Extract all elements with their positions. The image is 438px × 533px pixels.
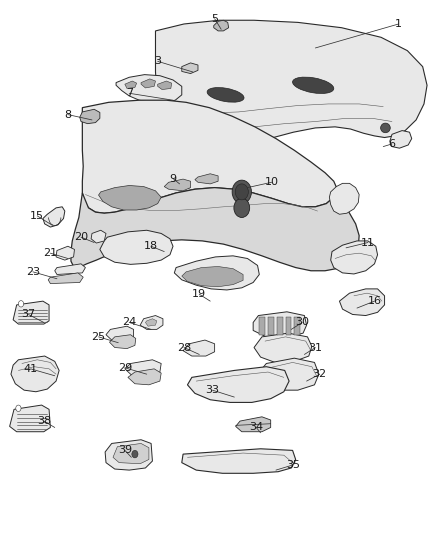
Polygon shape (91, 230, 106, 243)
Polygon shape (149, 20, 427, 154)
Polygon shape (11, 356, 59, 392)
Polygon shape (71, 188, 359, 271)
Ellipse shape (381, 123, 390, 133)
Circle shape (16, 405, 21, 411)
Polygon shape (56, 246, 74, 260)
Polygon shape (116, 75, 182, 102)
Text: 1: 1 (395, 19, 402, 29)
Polygon shape (140, 316, 163, 329)
Polygon shape (214, 20, 229, 31)
Polygon shape (187, 367, 289, 402)
Text: 32: 32 (313, 369, 327, 379)
Text: 3: 3 (154, 56, 161, 66)
Text: 28: 28 (177, 343, 191, 352)
Polygon shape (259, 317, 265, 335)
Text: 41: 41 (24, 364, 38, 374)
Polygon shape (10, 405, 50, 432)
Polygon shape (113, 443, 149, 464)
Text: 30: 30 (295, 318, 309, 327)
Circle shape (234, 198, 250, 217)
Polygon shape (125, 81, 137, 88)
Text: 31: 31 (308, 343, 322, 352)
Text: 19: 19 (192, 289, 206, 299)
Polygon shape (277, 317, 283, 335)
Polygon shape (236, 417, 271, 432)
Text: 9: 9 (170, 174, 177, 183)
Circle shape (132, 450, 138, 458)
Text: 25: 25 (92, 332, 106, 342)
Circle shape (235, 184, 248, 200)
Text: 23: 23 (26, 267, 40, 277)
Text: 37: 37 (21, 310, 35, 319)
Polygon shape (182, 449, 296, 473)
Text: 21: 21 (43, 248, 57, 258)
Polygon shape (99, 185, 161, 210)
Polygon shape (110, 335, 136, 349)
Polygon shape (105, 440, 152, 470)
Polygon shape (286, 317, 291, 335)
Polygon shape (182, 266, 243, 287)
Polygon shape (158, 81, 172, 90)
Polygon shape (253, 312, 307, 337)
Text: 34: 34 (249, 423, 263, 432)
Polygon shape (164, 179, 191, 191)
Polygon shape (339, 289, 385, 316)
Polygon shape (195, 174, 218, 184)
Polygon shape (145, 319, 157, 326)
Polygon shape (82, 100, 337, 213)
Text: 16: 16 (367, 296, 381, 306)
Polygon shape (43, 207, 65, 227)
Text: 39: 39 (118, 446, 132, 455)
Text: 20: 20 (74, 232, 88, 242)
Polygon shape (329, 183, 359, 214)
Text: 15: 15 (30, 211, 44, 221)
Circle shape (232, 180, 251, 204)
Text: 7: 7 (126, 88, 133, 98)
Text: 38: 38 (37, 416, 51, 426)
Text: 29: 29 (118, 363, 132, 373)
Text: 6: 6 (389, 139, 396, 149)
Polygon shape (258, 358, 319, 390)
Polygon shape (48, 273, 83, 284)
Polygon shape (13, 301, 49, 324)
Circle shape (18, 301, 24, 307)
Polygon shape (268, 317, 274, 335)
Text: 8: 8 (64, 110, 71, 119)
Polygon shape (106, 326, 134, 340)
Polygon shape (55, 264, 85, 274)
Polygon shape (141, 79, 155, 88)
Text: 24: 24 (122, 318, 136, 327)
Polygon shape (183, 340, 215, 356)
Polygon shape (390, 131, 412, 148)
Text: 5: 5 (211, 14, 218, 23)
Text: 33: 33 (205, 385, 219, 395)
Text: 18: 18 (144, 241, 158, 251)
Text: 10: 10 (265, 177, 279, 187)
Polygon shape (254, 333, 312, 362)
Polygon shape (100, 230, 173, 264)
Ellipse shape (293, 77, 334, 93)
Polygon shape (294, 317, 300, 335)
Polygon shape (331, 241, 378, 274)
Polygon shape (128, 369, 161, 385)
Ellipse shape (207, 87, 244, 102)
Polygon shape (182, 63, 198, 74)
Text: 11: 11 (361, 238, 375, 247)
Polygon shape (125, 360, 161, 376)
Polygon shape (174, 256, 259, 290)
Polygon shape (80, 109, 100, 124)
Text: 35: 35 (286, 460, 300, 470)
